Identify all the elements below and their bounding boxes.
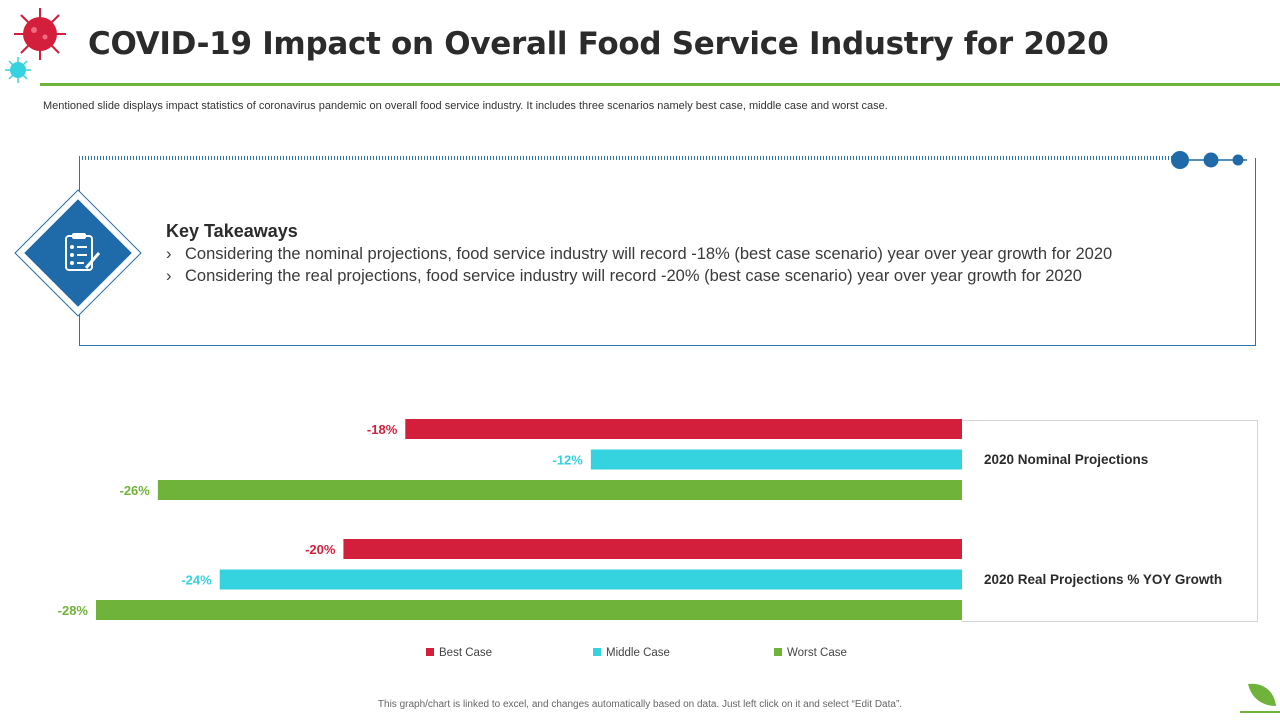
bar-worst-case-1[interactable] bbox=[96, 600, 962, 620]
data-label: -24% bbox=[181, 573, 212, 588]
legend-best-case[interactable]: Best Case bbox=[426, 647, 492, 659]
virus-dots-icon bbox=[1171, 151, 1247, 169]
data-label: -26% bbox=[119, 483, 150, 498]
virus-red-icon bbox=[14, 8, 66, 60]
page-subtitle: Mentioned slide displays impact statisti… bbox=[43, 100, 888, 112]
data-label: -20% bbox=[305, 542, 336, 557]
leaf-logo-icon bbox=[1240, 683, 1280, 713]
chart-footnote: This graph/chart is linked to excel, and… bbox=[377, 699, 903, 710]
category-label-nominal: 2020 Nominal Projections bbox=[984, 452, 1149, 467]
legend-swatch bbox=[774, 648, 782, 656]
data-label: -18% bbox=[367, 422, 398, 437]
category-label-box bbox=[962, 420, 1258, 622]
takeaways-dotted-border bbox=[79, 156, 1179, 160]
bar-best-case-0[interactable] bbox=[405, 419, 962, 439]
bar-middle-case-0[interactable] bbox=[590, 449, 962, 470]
takeaway-item: › Considering the nominal projections, fo… bbox=[166, 245, 1113, 263]
legend-swatch bbox=[593, 648, 601, 656]
legend-swatch bbox=[426, 648, 434, 656]
bullet-chevron-icon: › bbox=[166, 245, 172, 263]
category-label-real: 2020 Real Projections % YOY Growth bbox=[984, 572, 1223, 587]
virus-cyan-icon bbox=[5, 57, 31, 83]
legend-worst-case[interactable]: Worst Case bbox=[774, 647, 847, 659]
page-title: COVID-19 Impact on Overall Food Service … bbox=[88, 26, 1109, 62]
clipboard-checklist-icon bbox=[65, 233, 101, 271]
takeaway-item: › Considering the real projections, food … bbox=[166, 267, 1082, 285]
data-label: -12% bbox=[552, 453, 583, 468]
title-divider bbox=[40, 83, 1280, 86]
legend-middle-case[interactable]: Middle Case bbox=[593, 647, 670, 659]
data-label: -28% bbox=[58, 603, 89, 618]
bar-best-case-1[interactable] bbox=[343, 539, 962, 559]
bullet-chevron-icon: › bbox=[166, 267, 172, 285]
takeaways-title: Key Takeaways bbox=[166, 221, 298, 241]
bar-middle-case-1[interactable] bbox=[219, 569, 962, 590]
bar-worst-case-0[interactable] bbox=[157, 480, 962, 500]
